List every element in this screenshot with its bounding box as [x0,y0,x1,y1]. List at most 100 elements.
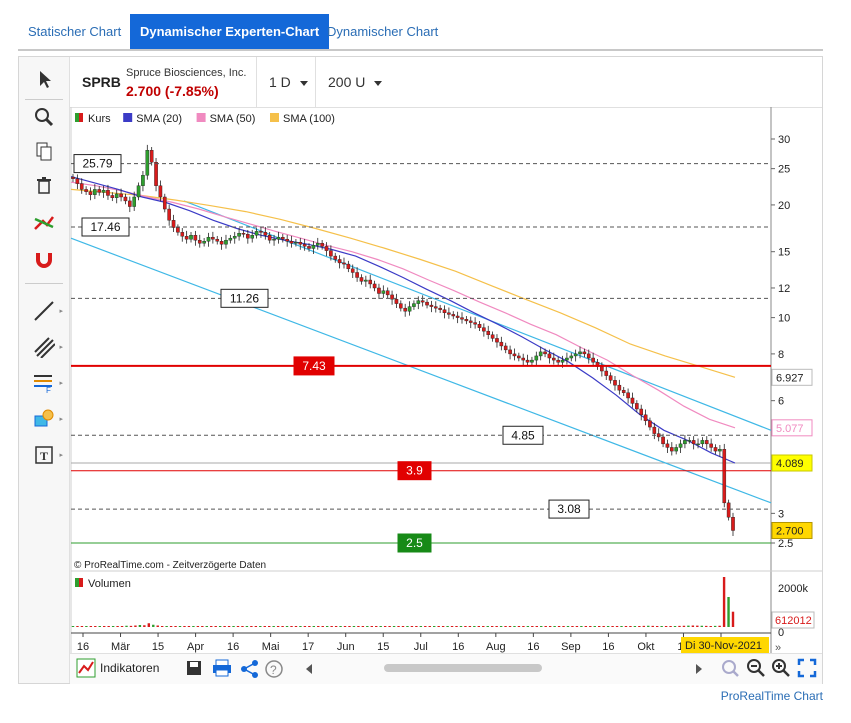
candle-body [272,238,276,241]
indicators-icon [76,658,96,678]
x-tick-label: Mär [111,641,130,653]
magnet-tool[interactable] [23,243,65,275]
volume-bar [285,626,289,627]
x-tick-label: 16 [602,641,614,653]
candle-body [626,392,630,399]
volume-bar [379,626,382,627]
volume-bar [624,626,628,627]
candle-body [416,300,421,304]
candle-body [464,319,469,322]
units-value: 200 U [328,74,366,90]
candle-body [600,366,604,372]
candle-body [517,355,521,359]
line-tool[interactable]: ▸ [23,295,65,327]
volume-bar [589,626,592,627]
volume-bar [687,625,690,627]
sma-20-line [70,176,736,464]
symbol-label[interactable]: SPRB [82,74,121,90]
copy-icon [36,142,52,161]
candle-body [75,178,80,184]
candle-body [180,232,185,237]
candle-body [569,355,574,359]
candle-body [687,440,692,442]
volume-bar [727,597,730,627]
share-icon[interactable] [240,659,260,679]
level-label-box [548,499,590,519]
delete-tool[interactable] [23,169,65,201]
candle-body [691,440,696,445]
candle-body [420,300,425,303]
tab-expert-chart[interactable]: Dynamischer Experten-Chart [130,14,330,49]
zoom-out-icon[interactable] [746,658,766,678]
volume-bar [419,626,423,627]
shapes-tool[interactable]: ▸ [23,403,65,435]
zoom-reset-icon[interactable] [720,658,740,678]
candle-body [670,447,674,452]
volume-legend-swatch [79,578,83,587]
scroll-left-icon[interactable] [304,663,314,675]
sma-100-line [70,188,736,378]
cursor-tool[interactable] [23,63,65,95]
volume-zero-label: 0 [778,627,784,639]
candle-body [197,239,202,244]
volume-bar [517,626,521,627]
volume-bar [678,625,681,627]
fullscreen-icon[interactable] [797,658,817,678]
interval-select[interactable]: 1 D [256,57,320,107]
candle-body [311,245,316,249]
volume-bar [375,626,378,627]
volume-bar [464,626,467,627]
candle-body [726,502,731,518]
candle-body [281,236,285,240]
candle-body [451,314,456,317]
volume-bar [227,626,231,627]
volume-bar [713,625,717,627]
volume-bar [718,625,721,627]
units-select[interactable]: 200 U [315,57,394,107]
time-scrollbar[interactable] [384,664,542,672]
level-label-box [397,461,432,481]
text-tool[interactable]: T ▸ [23,439,65,471]
indicators-button[interactable]: Indikatoren [100,661,160,675]
level-label-2.5: 2.5 [406,536,423,550]
candle-body [700,440,705,445]
legend-swatch [75,113,79,122]
candle-body [355,272,359,278]
candle-body [329,250,333,257]
candle-body [350,268,355,273]
scroll-right-icon[interactable] [694,663,704,675]
candle-body [582,351,587,355]
volume-bar [160,626,164,627]
save-icon[interactable] [186,660,202,676]
zoom-tool[interactable] [23,101,65,133]
candle-body [468,320,473,323]
y-tick-label: 6 [778,396,784,408]
fibonacci-tool[interactable]: F ▸ [23,367,65,399]
volume-bar [508,626,512,627]
x-tick-label: 17 [302,641,314,653]
volume-bar [192,626,195,627]
volume-bar [553,626,556,627]
candle-body [477,324,482,328]
chevron-right-icon: ▸ [59,380,63,387]
copy-tool[interactable] [23,135,65,167]
volume-bar [691,625,695,627]
y-tick-label: 8 [778,349,784,361]
svg-text:F: F [46,386,51,394]
zoom-in-icon[interactable] [771,658,791,678]
auto-trendline-tool[interactable] [23,207,65,239]
candle-body [525,359,530,363]
tab-static-chart[interactable]: Statischer Chart [28,24,122,39]
help-icon[interactable]: ? [264,659,284,679]
volume-bar [598,626,601,627]
volume-bar [482,626,485,627]
channel-tool[interactable]: ▸ [23,331,65,363]
tab-dynamic-chart[interactable]: Dynamischer Chart [327,24,439,39]
print-icon[interactable] [212,659,232,677]
volume-bar [383,626,387,627]
candle-body [630,397,635,404]
volume-bar [370,626,373,627]
brand-link[interactable]: ProRealTime Chart [720,689,823,703]
volume-bar [410,626,414,627]
